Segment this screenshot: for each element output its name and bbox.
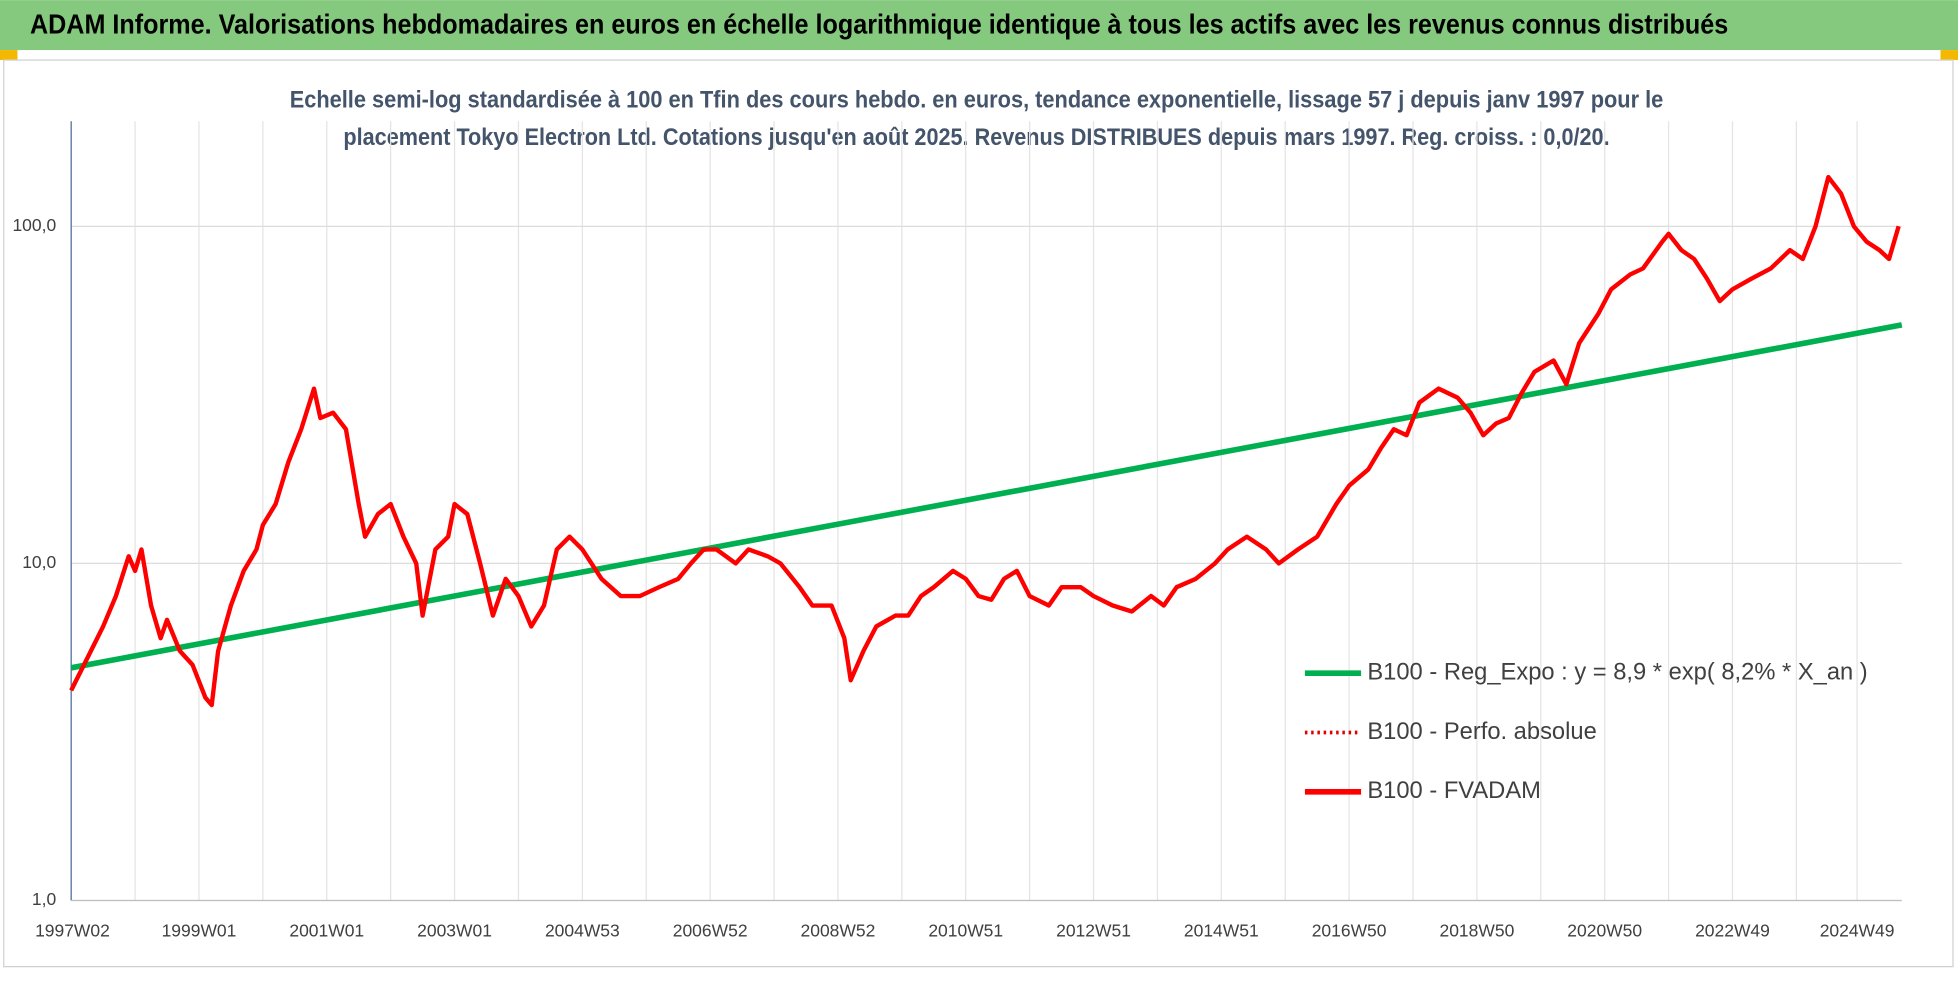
legend-label: B100 - Reg_Expo : y = 8,9 * exp( 8,2% * …	[1367, 659, 1867, 685]
chart-title: ADAM Informe. Valorisations hebdomadaire…	[30, 9, 1728, 40]
x-tick-label: 2022W49	[1695, 920, 1770, 940]
x-tick-label: 2008W52	[801, 920, 876, 940]
legend-label: B100 - Perfo. absolue	[1367, 719, 1596, 745]
legend-label: B100 - FVADAM	[1367, 778, 1541, 804]
x-tick-label: 2016W50	[1312, 920, 1387, 940]
x-tick-label: 2001W01	[289, 920, 364, 940]
y-tick-label: 100,0	[12, 215, 56, 235]
plot-area: 1997W02 1999W01 2001W01 2003W01 2004W53 2006W…	[12, 121, 1903, 940]
x-tick-label: 2018W50	[1440, 920, 1515, 940]
x-tick-label: 2024W49	[1820, 920, 1895, 940]
x-tick-label: 2014W51	[1184, 920, 1259, 940]
y-tick-label: 1,0	[32, 889, 57, 909]
title-bar	[0, 0, 1958, 51]
series-line	[69, 174, 1901, 708]
x-tick-label: 2004W53	[545, 920, 620, 940]
x-tick-label: 1999W01	[162, 920, 237, 940]
panel-border	[3, 59, 1954, 968]
corner	[1940, 50, 1958, 61]
y-tick-label: 10,0	[22, 552, 56, 572]
x-tick-label: 2012W51	[1056, 920, 1131, 940]
x-tick-label: 2003W01	[417, 920, 492, 940]
x-tick-label: 1997W02	[35, 920, 110, 940]
subtitle: placement Tokyo Electron Ltd. Cotations …	[343, 125, 1609, 151]
x-tick-label: 2006W52	[673, 920, 748, 940]
corner	[0, 50, 18, 61]
series-line	[70, 322, 1903, 671]
subtitle: Echelle semi-log standardisée à 100 en T…	[290, 88, 1664, 114]
x-tick-label: 2010W51	[928, 920, 1003, 940]
x-tick-label: 2020W50	[1567, 920, 1642, 940]
